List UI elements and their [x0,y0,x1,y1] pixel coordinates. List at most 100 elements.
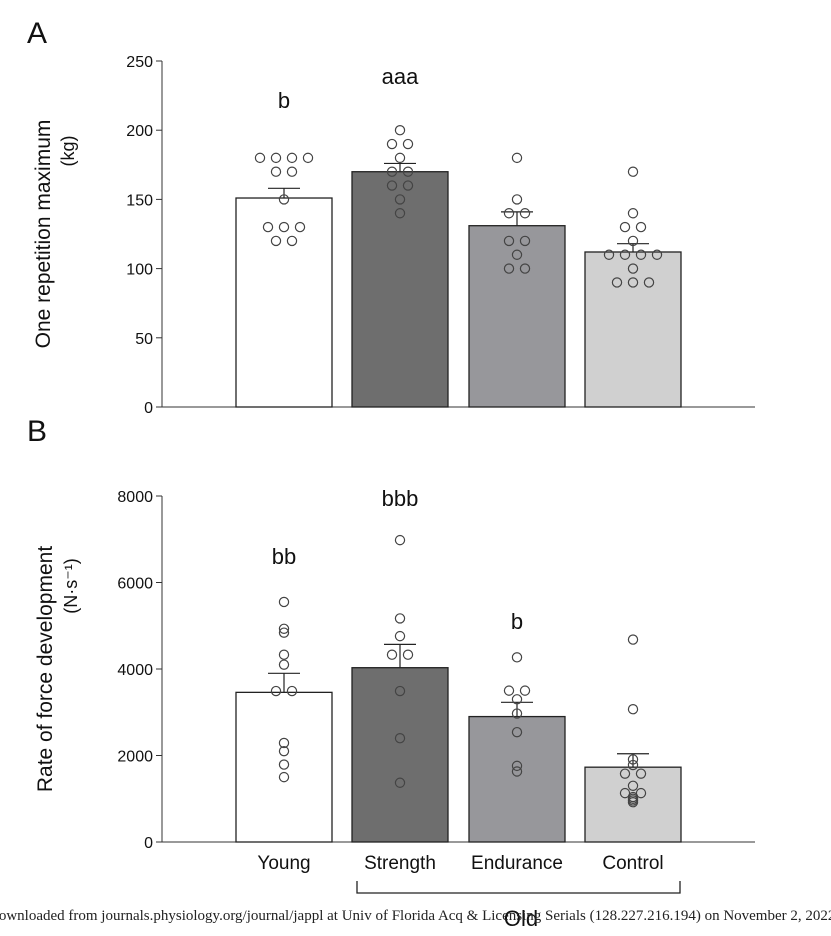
data-point [286,685,298,697]
data-point [278,745,290,757]
significance-label: bbb [382,486,419,511]
data-point [627,759,639,771]
data-point [270,152,282,164]
old-group-label: Old [504,906,538,931]
data-point [619,249,631,260]
data-point [503,235,515,247]
data-point [394,534,406,546]
data-point [294,221,306,233]
data-point [394,777,406,788]
data-point [503,208,515,219]
data-point [627,634,639,645]
data-point [386,649,398,660]
data-point [627,277,639,288]
data-point [402,166,414,177]
data-point [651,249,663,260]
data-point [286,166,298,177]
data-point [627,263,639,274]
bar-strength [351,667,449,843]
data-point [254,152,266,164]
data-point [394,733,406,744]
data-point [386,138,398,150]
data-point [503,263,515,274]
significance-label: aaa [382,64,419,89]
data-point [386,180,398,191]
x-tick-label-young: Young [257,853,310,874]
data-point [394,194,406,205]
data-point [511,760,523,772]
bar-endurance [468,225,566,408]
data-point [402,138,414,150]
data-point [619,787,631,799]
data-point [603,249,615,260]
data-point [278,627,290,638]
data-point [278,194,290,205]
significance-label: b [278,88,290,113]
panel-label-a: A [27,17,47,50]
data-point [278,623,290,634]
significance-label: bb [272,544,296,569]
data-point [519,263,531,274]
data-point [519,208,531,219]
x-tick-label-control: Control [602,853,663,874]
data-point [643,277,655,288]
data-point [627,780,639,791]
data-point [627,166,639,177]
data-point [270,235,282,247]
data-point [511,708,523,719]
bar-young [235,197,333,408]
data-point [627,208,639,219]
data-point [635,787,647,799]
data-point [611,277,623,288]
data-point [511,194,523,205]
data-point [511,726,523,738]
data-point [286,152,298,164]
data-point [278,596,290,608]
data-point [394,685,406,697]
y-tick-label: 8000 [117,489,153,506]
y-tick-label: 100 [126,262,153,279]
x-tick-label-endurance: Endurance [471,853,563,874]
y-tick-label: 150 [126,192,153,209]
data-point [635,221,647,233]
x-tick-label-strength: Strength [364,853,436,874]
y-tick-label: 0 [144,400,153,417]
data-point [278,771,290,783]
data-point [627,754,639,765]
y-tick-label: 0 [144,835,153,852]
data-point [262,221,274,233]
data-point [619,768,631,779]
data-point [270,685,282,697]
y-tick-label: 200 [126,123,153,140]
data-point [511,694,523,705]
data-point [278,759,290,770]
data-point [511,766,523,777]
bar-endurance [468,715,566,843]
data-point [511,249,523,260]
y-tick-label: 250 [126,54,153,71]
panel-label-b: B [27,415,47,448]
data-point [619,221,631,233]
data-point [627,704,639,715]
significance-label: b [511,609,523,634]
data-point [278,221,290,233]
y-tick-label: 2000 [117,749,153,766]
data-point [394,152,406,164]
data-point [286,235,298,247]
data-point [635,249,647,260]
bar-strength [351,171,449,408]
data-point [519,685,531,696]
y-tick-label: 4000 [117,662,153,679]
data-point [627,235,639,247]
data-point [402,180,414,191]
data-point [302,152,314,164]
data-point [394,613,406,624]
data-point [278,737,290,749]
data-point [394,208,406,219]
data-point [635,768,647,779]
y-axis-unit: (N·s⁻¹) [61,558,81,613]
y-tick-label: 6000 [117,576,153,593]
data-point [511,652,523,663]
data-point [519,235,531,247]
download-footer: Downloaded from journals.physiology.org/… [0,908,831,924]
